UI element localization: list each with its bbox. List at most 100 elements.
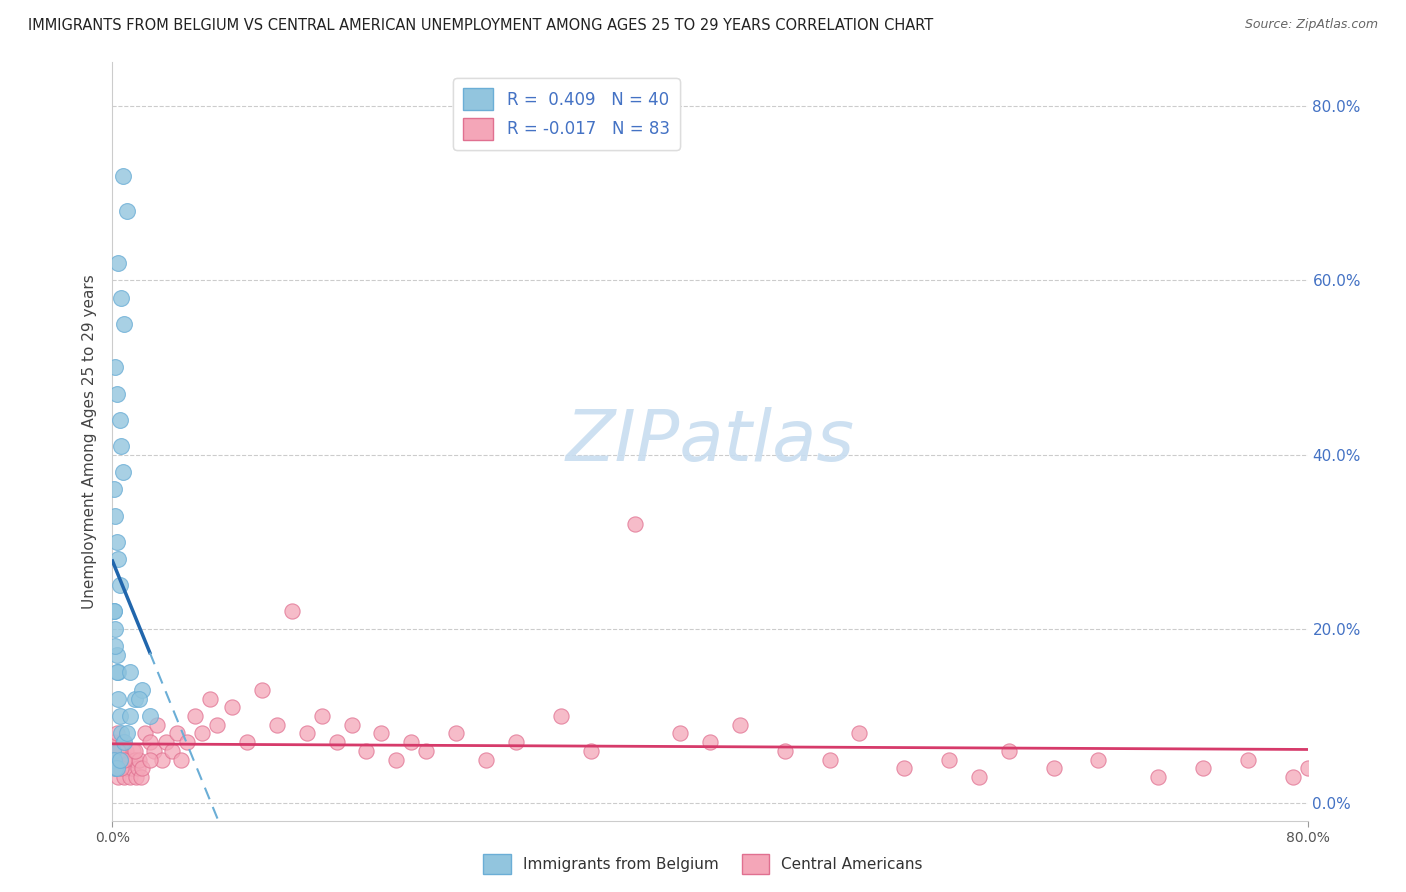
Point: [176, 735, 198, 749]
Point: [131, 761, 153, 775]
Point: [108, 753, 131, 767]
Point: [162, 744, 183, 758]
Point: [236, 735, 259, 749]
Text: IMMIGRANTS FROM BELGIUM VS CENTRAL AMERICAN UNEMPLOYMENT AMONG AGES 25 TO 29 YEA: IMMIGRANTS FROM BELGIUM VS CENTRAL AMERI…: [28, 18, 934, 33]
Point: [111, 465, 134, 479]
Point: [104, 753, 127, 767]
Point: [107, 256, 129, 270]
Point: [221, 700, 243, 714]
Point: [117, 726, 139, 740]
Point: [110, 291, 132, 305]
Point: [131, 682, 153, 697]
Point: [107, 665, 129, 680]
Text: Source: ZipAtlas.com: Source: ZipAtlas.com: [1244, 18, 1378, 31]
Point: [114, 735, 135, 749]
Point: [139, 709, 162, 723]
Point: [110, 726, 132, 740]
Point: [128, 753, 150, 767]
Point: [699, 735, 721, 749]
Point: [110, 439, 132, 453]
Point: [114, 753, 135, 767]
Point: [103, 744, 125, 758]
Point: [281, 605, 304, 619]
Point: [117, 203, 139, 218]
Point: [146, 718, 169, 732]
Point: [250, 682, 273, 697]
Point: [669, 726, 692, 740]
Point: [104, 508, 127, 523]
Point: [121, 761, 143, 775]
Point: [105, 665, 128, 680]
Point: [104, 360, 127, 375]
Point: [728, 718, 751, 732]
Point: [129, 770, 152, 784]
Point: [198, 691, 221, 706]
Point: [266, 718, 288, 732]
Point: [1296, 761, 1319, 775]
Point: [105, 761, 128, 775]
Point: [125, 770, 148, 784]
Point: [104, 761, 127, 775]
Point: [115, 744, 138, 758]
Point: [818, 753, 841, 767]
Point: [170, 753, 193, 767]
Point: [111, 735, 134, 749]
Point: [475, 753, 498, 767]
Point: [166, 726, 188, 740]
Point: [385, 753, 408, 767]
Point: [108, 709, 131, 723]
Point: [118, 753, 141, 767]
Point: [110, 761, 132, 775]
Point: [117, 761, 139, 775]
Point: [107, 691, 129, 706]
Point: [120, 665, 142, 680]
Point: [128, 691, 150, 706]
Point: [103, 605, 125, 619]
Point: [150, 753, 173, 767]
Point: [325, 735, 347, 749]
Point: [110, 761, 132, 775]
Y-axis label: Unemployment Among Ages 25 to 29 years: Unemployment Among Ages 25 to 29 years: [82, 274, 97, 609]
Point: [124, 691, 146, 706]
Point: [108, 578, 131, 592]
Point: [105, 534, 128, 549]
Point: [205, 718, 228, 732]
Text: ZIPatlas: ZIPatlas: [565, 407, 855, 476]
Point: [104, 622, 127, 636]
Point: [1147, 770, 1170, 784]
Point: [103, 753, 125, 767]
Point: [893, 761, 915, 775]
Point: [120, 770, 142, 784]
Point: [104, 640, 127, 654]
Point: [139, 753, 162, 767]
Point: [356, 744, 378, 758]
Point: [1237, 753, 1260, 767]
Point: [108, 744, 131, 758]
Point: [444, 726, 467, 740]
Point: [340, 718, 363, 732]
Point: [848, 726, 870, 740]
Point: [111, 169, 134, 183]
Point: [624, 517, 647, 532]
Point: [134, 726, 156, 740]
Point: [114, 770, 135, 784]
Point: [103, 605, 125, 619]
Point: [1042, 761, 1064, 775]
Point: [127, 761, 149, 775]
Point: [107, 744, 129, 758]
Point: [105, 744, 128, 758]
Point: [120, 709, 142, 723]
Point: [105, 726, 128, 740]
Point: [505, 735, 527, 749]
Point: [108, 413, 131, 427]
Point: [773, 744, 796, 758]
Point: [103, 735, 125, 749]
Point: [311, 709, 333, 723]
Point: [111, 753, 134, 767]
Point: [370, 726, 392, 740]
Legend: R =  0.409   N = 40, R = -0.017   N = 83: R = 0.409 N = 40, R = -0.017 N = 83: [454, 78, 679, 150]
Legend: Immigrants from Belgium, Central Americans: Immigrants from Belgium, Central America…: [477, 848, 929, 880]
Point: [105, 386, 128, 401]
Point: [124, 744, 146, 758]
Point: [122, 744, 145, 758]
